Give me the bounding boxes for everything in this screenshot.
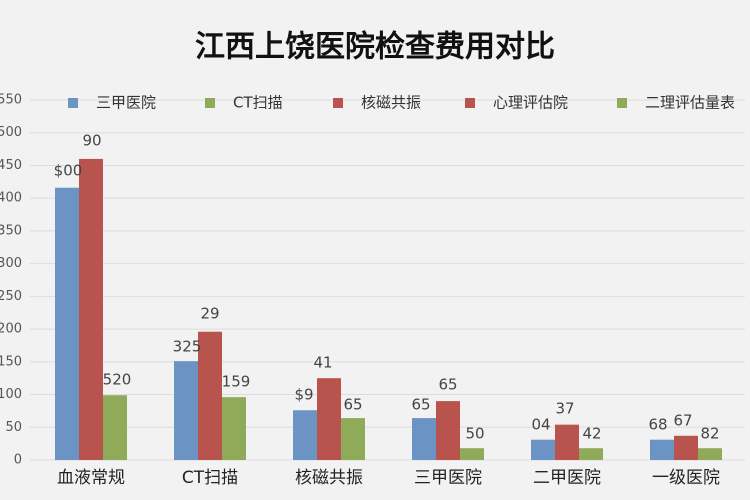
legend-label: 心理评估院 (493, 94, 568, 112)
x-tick-label: 一级医院 (652, 468, 720, 488)
bar (79, 158, 103, 460)
annotation: 82 (700, 425, 719, 443)
legend-swatch (68, 98, 78, 108)
legend-swatch (333, 98, 343, 108)
y-tick-label: 50 (5, 420, 22, 435)
y-tick-label: 550 (0, 93, 22, 108)
bar (674, 435, 698, 460)
bar (174, 361, 198, 460)
y-tick-label: 150 (0, 354, 22, 369)
legend-swatch (617, 98, 627, 108)
annotation: 90 (82, 132, 101, 150)
bar (222, 397, 246, 460)
annotation: 520 (103, 371, 132, 389)
annotation: 65 (411, 396, 430, 414)
bar (698, 448, 722, 460)
y-tick-label: 500 (0, 125, 22, 140)
y-tick-label: 0 (14, 453, 22, 468)
chart-title: 江西上饶医院检查费用对比 (195, 30, 555, 65)
annotation: 04 (531, 416, 550, 434)
annotation: 37 (555, 400, 574, 418)
bar (555, 424, 579, 460)
annotation: 159 (222, 373, 251, 391)
annotation: 65 (343, 396, 362, 414)
bar (412, 418, 436, 460)
bar (341, 418, 365, 460)
bar (579, 448, 603, 460)
bar (55, 187, 79, 460)
annotation: 50 (465, 425, 484, 443)
bar (103, 395, 127, 460)
annotation: $9 (294, 386, 313, 404)
x-tick-label: 血液常规 (57, 468, 125, 488)
x-tick-label: 二甲医院 (533, 468, 601, 488)
bar (650, 439, 674, 460)
annotation: 325 (173, 338, 202, 356)
legend-label: 三甲医院 (96, 94, 156, 112)
annotation: 67 (673, 412, 692, 430)
bar (531, 439, 555, 460)
y-tick-label: 450 (0, 158, 22, 173)
annotation: 42 (582, 425, 601, 443)
bar (460, 448, 484, 460)
y-tick-label: 300 (0, 256, 22, 271)
legend-label: 二理评估量表 (645, 94, 735, 112)
bar (198, 331, 222, 460)
annotation: 29 (200, 305, 219, 323)
x-tick-label: 核磁共振 (295, 468, 363, 488)
annotation: 65 (438, 376, 457, 394)
annotation: $00 (54, 162, 83, 180)
legend-swatch (465, 98, 475, 108)
y-tick-label: 100 (0, 387, 22, 402)
legend-label: 核磁共振 (361, 94, 421, 112)
legend-label: CT扫描 (233, 94, 283, 112)
y-tick-label: 350 (0, 223, 22, 238)
y-tick-label: 250 (0, 289, 22, 304)
legend-swatch (205, 98, 215, 108)
bar (436, 401, 460, 460)
annotation: 68 (648, 416, 667, 434)
bar (293, 410, 317, 460)
x-tick-label: CT扫描 (182, 468, 238, 488)
y-tick-label: 400 (0, 191, 22, 206)
y-tick-label: 200 (0, 322, 22, 337)
bar (317, 378, 341, 460)
x-tick-label: 三甲医院 (414, 468, 482, 488)
annotation: 41 (313, 354, 332, 372)
